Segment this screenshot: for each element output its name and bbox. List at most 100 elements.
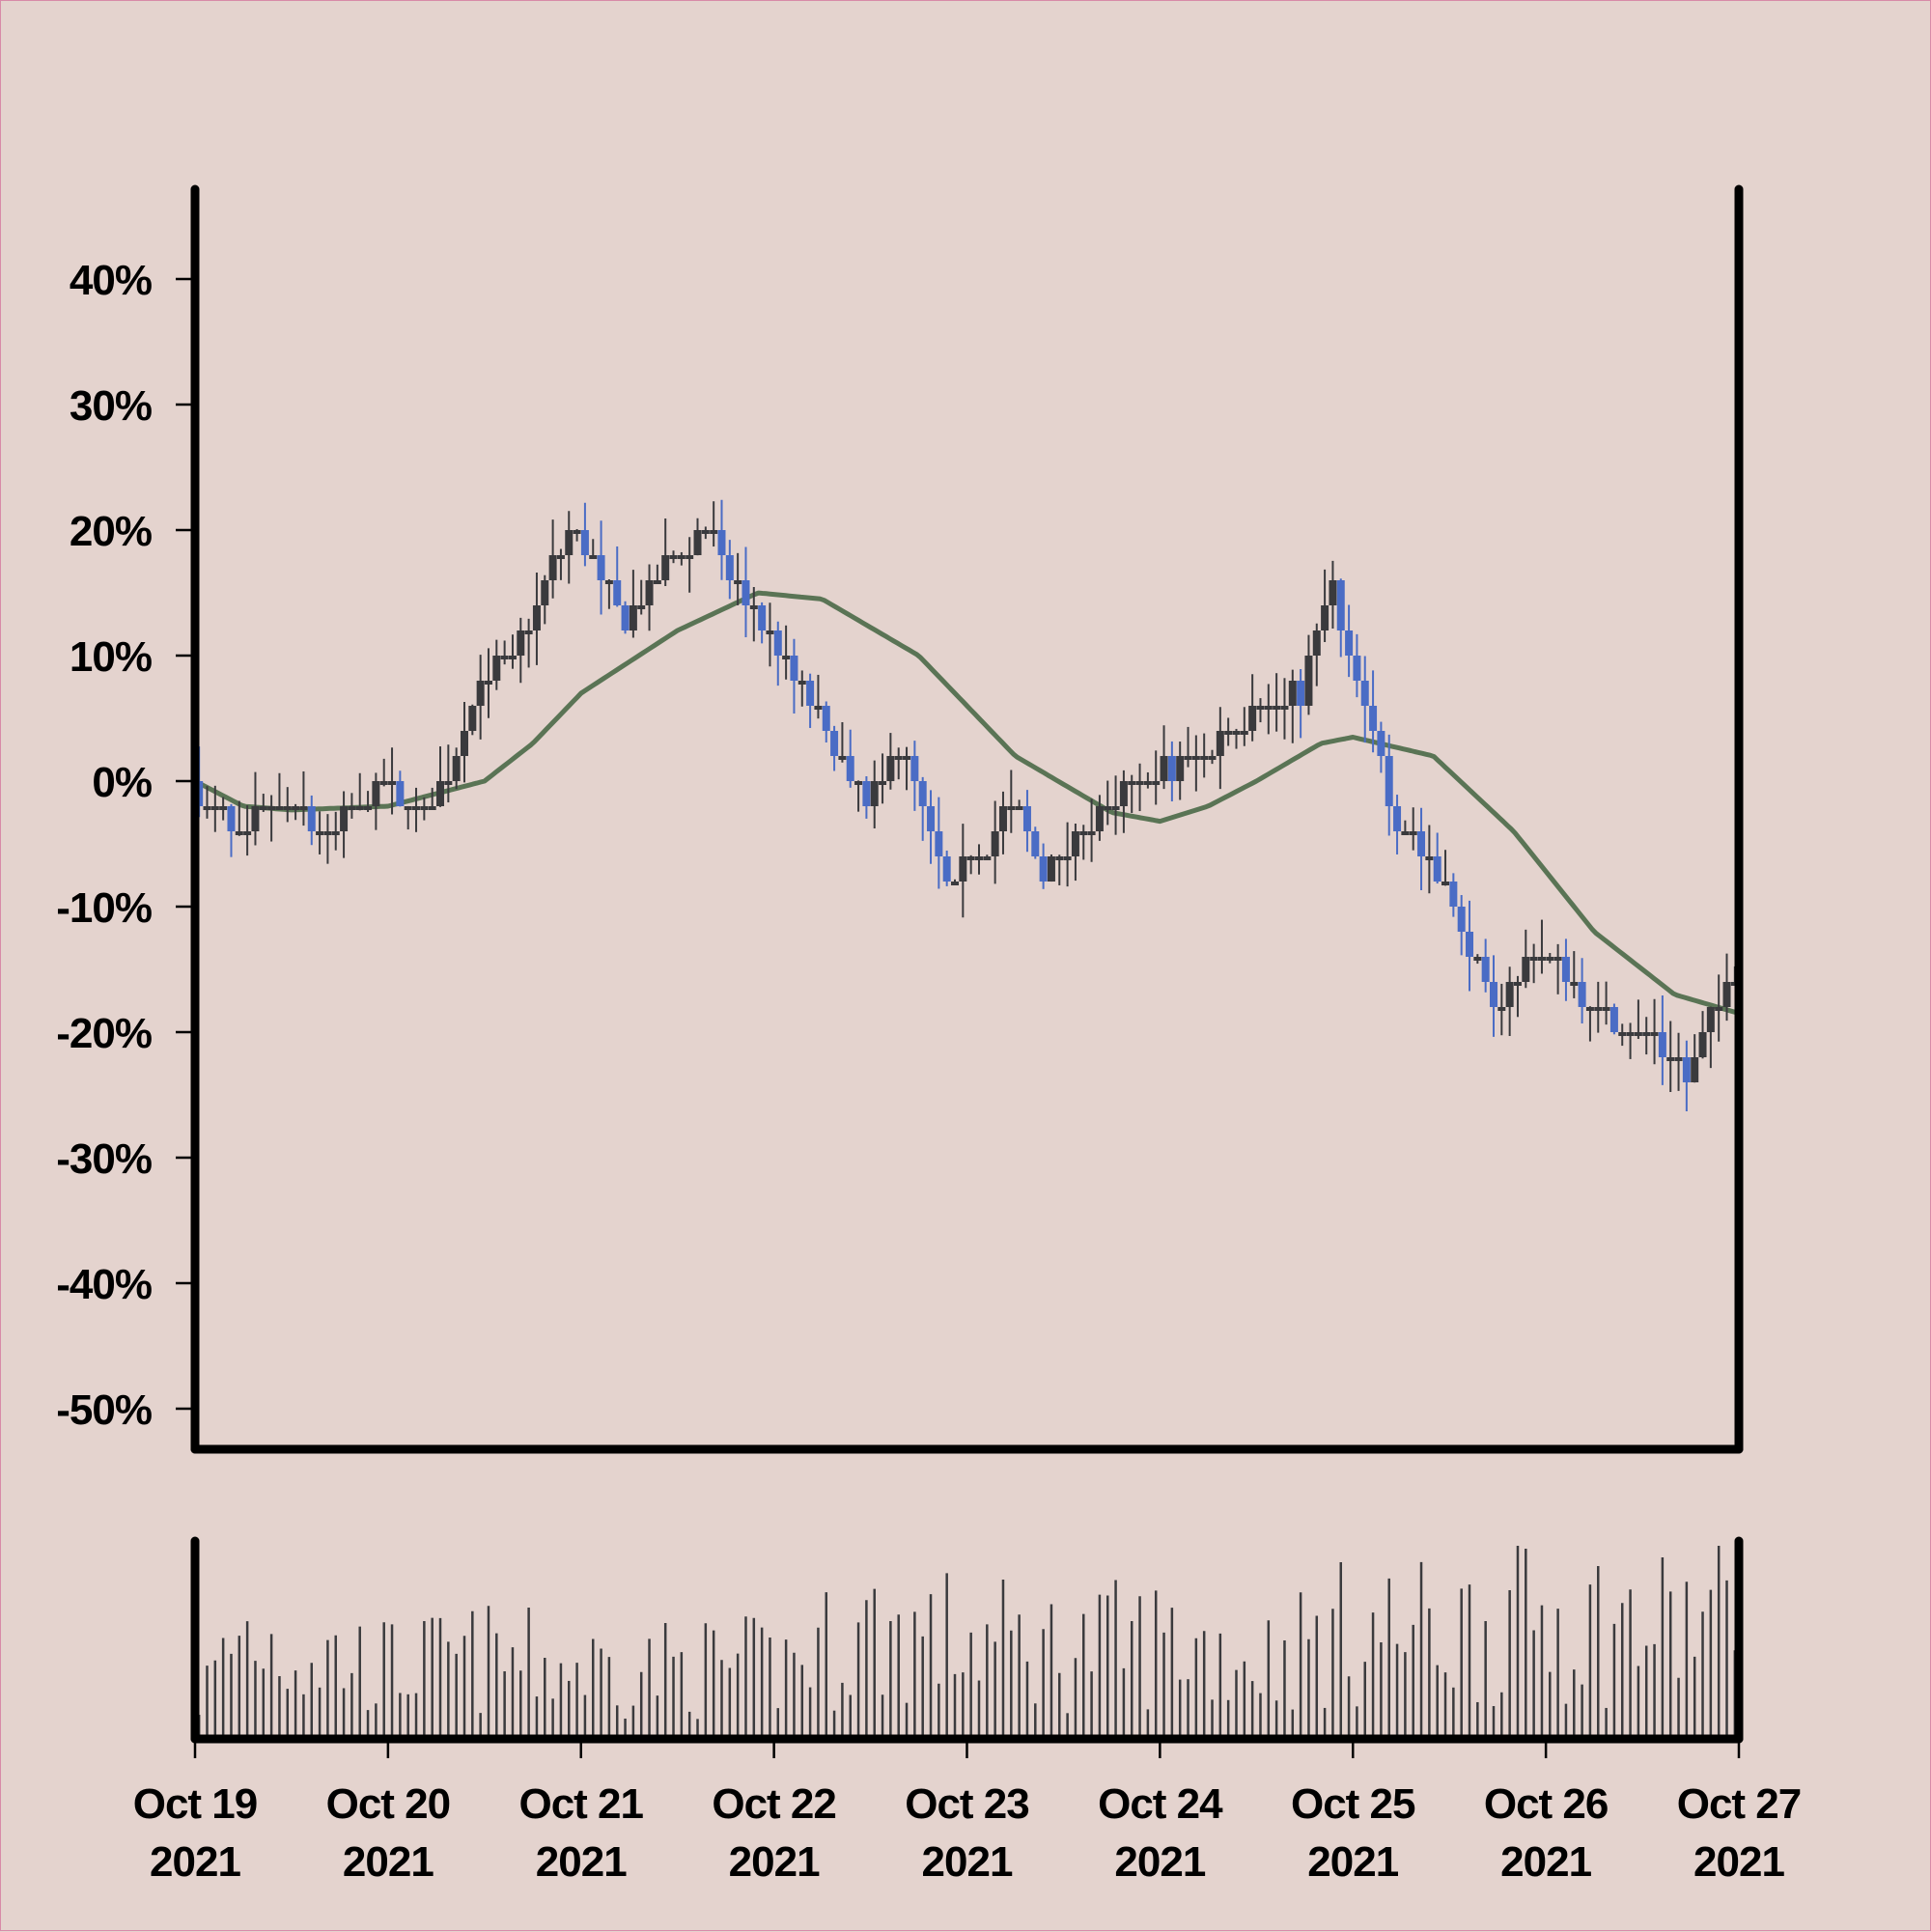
candle [1658, 995, 1666, 1085]
candle-body [677, 555, 686, 559]
candle-body [1022, 806, 1031, 831]
candle [1224, 717, 1233, 746]
x-tick-label: Oct 25 2021 [1291, 1780, 1415, 1886]
candle-body [1063, 856, 1072, 860]
candle-body [613, 580, 622, 605]
candle-body [1553, 957, 1562, 961]
candle [661, 518, 670, 586]
candle [669, 550, 678, 564]
candle [1594, 981, 1603, 1033]
x-tick-label-year: 2021 [1307, 1838, 1398, 1886]
candle-body [597, 555, 605, 580]
candle [1377, 721, 1385, 773]
candle-body [348, 806, 356, 810]
candle [1561, 938, 1570, 1001]
candle [862, 776, 871, 819]
candle [556, 548, 565, 580]
candle [1722, 953, 1731, 1022]
candle-body [669, 555, 678, 559]
candle [1297, 668, 1305, 739]
candle-body [1385, 756, 1393, 806]
candle-body [798, 681, 806, 685]
candle-body [444, 781, 453, 785]
candle [1191, 735, 1200, 792]
candle [227, 803, 236, 857]
candle-body [773, 630, 782, 656]
candle [348, 793, 356, 819]
candle [942, 850, 951, 886]
candle-body [1489, 982, 1497, 1007]
candle [629, 570, 637, 638]
candle-body [556, 555, 565, 559]
axes-layer [176, 184, 1744, 1758]
candle-body [1585, 1007, 1594, 1011]
candle-body [1682, 1057, 1691, 1082]
candle-body [1715, 1007, 1723, 1011]
candle [822, 701, 830, 742]
candle [259, 794, 267, 812]
candle [1618, 1023, 1627, 1047]
candle [725, 540, 734, 600]
x-tick-label-date: Oct 20 [326, 1780, 451, 1828]
candle-body [1522, 957, 1530, 982]
x-tick-label-date: Oct 27 [1677, 1780, 1802, 1828]
candle-body [396, 781, 405, 806]
candle-body [292, 806, 300, 810]
candle-body [1216, 731, 1224, 756]
x-tick-label-year: 2021 [922, 1838, 1013, 1886]
candle-body [243, 831, 252, 835]
candle-body [1602, 1007, 1610, 1011]
x-tick-label: Oct 23 2021 [905, 1780, 1029, 1886]
candle-body [589, 555, 598, 559]
y-tick-label: -30% [56, 1135, 152, 1183]
candle-body [476, 681, 485, 706]
candle-body [1039, 856, 1048, 882]
x-tick-label-date: Oct 24 [1098, 1780, 1223, 1828]
candle [1055, 854, 1064, 885]
candle-body [1240, 731, 1248, 735]
candle-body [1417, 831, 1426, 856]
candle-body [814, 706, 823, 710]
candle [1585, 1006, 1594, 1042]
candle [508, 634, 517, 669]
candle-body [1273, 706, 1281, 710]
candle [1401, 820, 1410, 835]
candle-body [1304, 656, 1313, 706]
candle [355, 772, 364, 811]
candle-body [283, 806, 292, 810]
candle-body [903, 756, 911, 760]
candle-body [1087, 831, 1096, 835]
candle [1360, 656, 1369, 743]
candle [1674, 1032, 1683, 1091]
candle [710, 501, 718, 547]
candle-body [1537, 957, 1546, 961]
candle [1570, 951, 1579, 998]
candle [974, 844, 983, 875]
candle-body [1674, 1057, 1683, 1061]
candle-body [1473, 957, 1482, 961]
candle-body [998, 806, 1007, 831]
x-tick-label-date: Oct 19 [133, 1780, 258, 1828]
candle-body [1618, 1032, 1627, 1036]
candle [637, 579, 646, 615]
candle-body [1208, 756, 1217, 760]
candle [283, 787, 292, 823]
candle [806, 673, 815, 728]
candle-body [838, 756, 847, 760]
candle [838, 721, 847, 763]
candle [1176, 742, 1185, 800]
candle [340, 791, 349, 858]
y-tick-label: 30% [70, 382, 152, 430]
candle [1256, 698, 1265, 723]
x-tick-label: Oct 21 2021 [518, 1780, 643, 1886]
candle-body [1288, 681, 1297, 706]
x-tick-label-date: Oct 26 [1484, 1780, 1609, 1828]
candle [935, 797, 943, 889]
candle-body [910, 756, 919, 781]
candle [1602, 981, 1610, 1025]
candle [621, 601, 630, 634]
candle-body [524, 630, 533, 634]
candle-body [854, 781, 863, 785]
candle-body [1232, 731, 1241, 735]
candle-body [307, 806, 316, 831]
